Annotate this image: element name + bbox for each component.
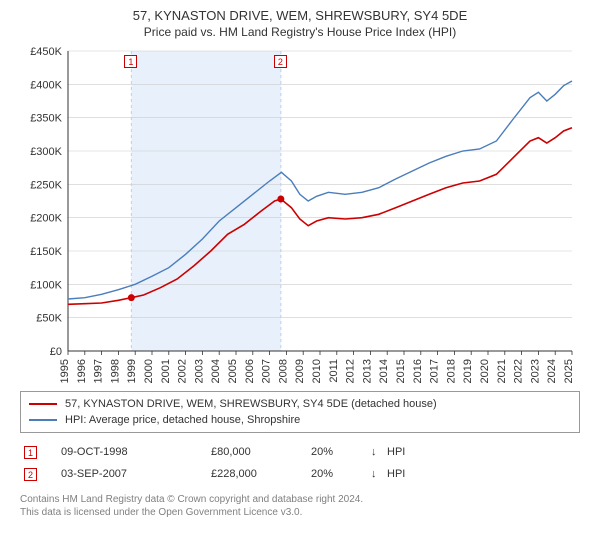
x-tick-label: 2010 (311, 359, 323, 383)
sale-pct-1: 20% (311, 446, 371, 458)
sale-arrow-2: ↓ (371, 468, 387, 480)
x-tick-label: 2015 (395, 359, 407, 383)
x-tick-label: 2005 (227, 359, 239, 383)
x-tick-label: 2001 (160, 359, 172, 383)
chart-marker-2: 2 (274, 55, 287, 68)
x-tick-label: 2007 (261, 359, 273, 383)
sale-pct-2: 20% (311, 468, 371, 480)
footnote-line1: Contains HM Land Registry data © Crown c… (20, 493, 580, 506)
chart-marker-1: 1 (124, 55, 137, 68)
x-tick-label: 2016 (412, 359, 424, 383)
x-tick-label: 2019 (462, 359, 474, 383)
x-tick-label: 2014 (378, 359, 390, 383)
sale-arrow-1: ↓ (371, 446, 387, 458)
sales-table: 1 09-OCT-1998 £80,000 20% ↓ HPI 2 03-SEP… (20, 441, 580, 485)
y-tick-label: £250K (30, 179, 62, 191)
x-tick-label: 2024 (546, 359, 558, 383)
x-tick-label: 1999 (126, 359, 138, 383)
x-tick-label: 2012 (345, 359, 357, 383)
sale-date-2: 03-SEP-2007 (61, 468, 211, 480)
x-tick-label: 2018 (445, 359, 457, 383)
y-tick-label: £200K (30, 213, 62, 225)
x-tick-label: 1997 (93, 359, 105, 383)
sale-date-1: 09-OCT-1998 (61, 446, 211, 458)
sale-marker-1: 1 (24, 446, 37, 459)
y-tick-label: £400K (30, 79, 62, 91)
x-tick-label: 2021 (496, 359, 508, 383)
x-tick-label: 2023 (529, 359, 541, 383)
footnote: Contains HM Land Registry data © Crown c… (20, 493, 580, 519)
x-tick-label: 1996 (76, 359, 88, 383)
x-tick-label: 2008 (277, 359, 289, 383)
y-tick-label: £50K (36, 313, 62, 325)
sale-price-1: £80,000 (211, 446, 311, 458)
legend-box: 57, KYNASTON DRIVE, WEM, SHREWSBURY, SY4… (20, 391, 580, 433)
x-tick-label: 2003 (193, 359, 205, 383)
x-tick-label: 2017 (429, 359, 441, 383)
y-tick-label: £450K (30, 46, 62, 58)
sale-marker-2: 2 (24, 468, 37, 481)
legend-swatch-property (29, 403, 57, 405)
legend-label-hpi: HPI: Average price, detached house, Shro… (65, 414, 300, 426)
x-tick-label: 2011 (328, 359, 340, 383)
x-tick-label: 2006 (244, 359, 256, 383)
y-tick-label: £350K (30, 113, 62, 125)
legend-swatch-hpi (29, 419, 57, 421)
sales-row-1: 1 09-OCT-1998 £80,000 20% ↓ HPI (20, 441, 580, 463)
sale-dot (128, 294, 135, 301)
sale-dot (277, 196, 284, 203)
x-tick-label: 2009 (294, 359, 306, 383)
legend-label-property: 57, KYNASTON DRIVE, WEM, SHREWSBURY, SY4… (65, 398, 437, 410)
legend-row-hpi: HPI: Average price, detached house, Shro… (29, 412, 571, 428)
x-tick-label: 2025 (563, 359, 575, 383)
x-tick-label: 1998 (109, 359, 121, 383)
x-tick-label: 2004 (210, 359, 222, 383)
line-chart-svg: £0 £50K £100K £150K £200K £250K £300K £350K £400… (20, 45, 580, 385)
sale-hpi-2: HPI (387, 468, 427, 480)
x-tick-label: 2013 (361, 359, 373, 383)
y-tick-label: £150K (30, 246, 62, 258)
x-tick-label: 2002 (177, 359, 189, 383)
footnote-line2: This data is licensed under the Open Gov… (20, 506, 580, 519)
sales-row-2: 2 03-SEP-2007 £228,000 20% ↓ HPI (20, 463, 580, 485)
y-tick-label: £100K (30, 279, 62, 291)
y-tick-label: £0 (50, 346, 62, 358)
chart-title-line1: 57, KYNASTON DRIVE, WEM, SHREWSBURY, SY4… (0, 0, 600, 23)
x-tick-label: 2000 (143, 359, 155, 383)
chart-area: £0 £50K £100K £150K £200K £250K £300K £350K £400… (20, 45, 580, 385)
x-tick-label: 2020 (479, 359, 491, 383)
legend-row-property: 57, KYNASTON DRIVE, WEM, SHREWSBURY, SY4… (29, 396, 571, 412)
x-tick-label: 2022 (513, 359, 525, 383)
y-tick-label: £300K (30, 146, 62, 158)
sale-hpi-1: HPI (387, 446, 427, 458)
chart-title-line2: Price paid vs. HM Land Registry's House … (0, 23, 600, 45)
sale-price-2: £228,000 (211, 468, 311, 480)
x-tick-label: 1995 (59, 359, 71, 383)
